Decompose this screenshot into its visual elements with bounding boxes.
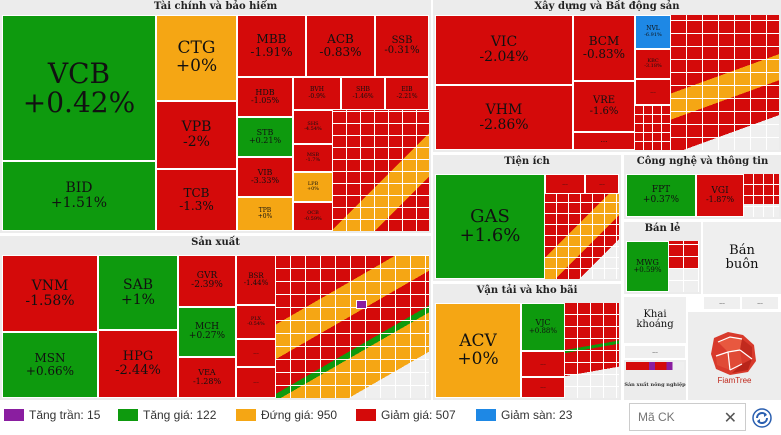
sector-utilities: Tiện ích GAS +1.6% ... ... <box>433 155 621 281</box>
sector-mining[interactable]: Khai khoáng <box>624 297 686 343</box>
small-tiles-transport <box>565 303 619 398</box>
tile-VIC[interactable]: VIC -2.04% <box>435 15 573 85</box>
sector-title: Tài chính và bảo hiểm <box>153 1 278 12</box>
tile-VHM[interactable]: VHM -2.86% <box>435 85 573 150</box>
legend-swatch <box>476 409 496 421</box>
sector-production: Sản xuất VNM -1.58% MSN +0.66% SAB +1% H… <box>0 236 431 400</box>
small-tiles-production <box>276 255 429 398</box>
sector-title: Vận tải và kho bãi <box>476 285 578 296</box>
tile-VIB[interactable]: VIB -3.33% <box>237 157 293 197</box>
tile-MBB[interactable]: MBB -1.91% <box>237 15 306 77</box>
tile-more[interactable]: ... <box>545 174 585 194</box>
tile-SHS[interactable]: SHS -4.54% <box>293 110 333 144</box>
legend-floor: Giảm sàn: 23 <box>476 408 572 422</box>
sector-title: Sản xuất nông nghiệp <box>624 382 686 388</box>
small-tiles-agri <box>626 362 684 370</box>
legend-down: Giảm giá: 507 <box>356 408 456 422</box>
tile-VJC[interactable]: VJC +0.88% <box>521 303 565 351</box>
sector-wholesale[interactable]: Bán buôn <box>703 222 781 294</box>
legend: Tăng trần: 15 Tăng giá: 122 Đứng giá: 95… <box>0 402 620 428</box>
tile-GVR[interactable]: GVR -2.39% <box>178 255 236 307</box>
sector-title: Sản xuất <box>191 237 240 248</box>
tile-VNM[interactable]: VNM -1.58% <box>2 255 98 332</box>
tile-more[interactable]: ... <box>741 296 779 310</box>
tile-TCB[interactable]: TCB -1.3% <box>156 169 237 231</box>
legend-swatch <box>4 409 24 421</box>
legend-swatch <box>236 409 256 421</box>
tile-LPB[interactable]: LPB +0% <box>293 172 333 202</box>
small-tiles-tech <box>744 174 779 217</box>
tile-CTG[interactable]: CTG +0% <box>156 15 237 101</box>
tile-KBC[interactable]: KBC -3.18% <box>635 49 671 79</box>
sector-title: Xây dựng và Bất động sản <box>534 1 680 12</box>
tile-ceiling[interactable] <box>356 300 367 309</box>
tile-BSR[interactable]: BSR -1.44% <box>236 255 276 305</box>
close-icon[interactable]: ✕ <box>723 410 737 427</box>
legend-ceiling: Tăng trần: 15 <box>4 408 100 422</box>
tile-BID[interactable]: BID +1.51% <box>2 161 156 231</box>
tile-more[interactable]: ... <box>236 367 276 398</box>
sector-title: Tiện ích <box>504 156 550 167</box>
tile-GAS[interactable]: GAS +1.6% <box>435 174 545 279</box>
sector-agri: Sản xuất nông nghiệp <box>624 360 686 400</box>
tile-HDB[interactable]: HDB -1.05% <box>237 77 293 117</box>
brand-logo: FiamTree <box>688 312 781 400</box>
tile-PLX[interactable]: PLX -0.54% <box>236 305 276 339</box>
tile-EIB[interactable]: EIB -2.21% <box>385 77 429 110</box>
tile-MSB[interactable]: MSB -1.7% <box>293 144 333 172</box>
tile-SAB[interactable]: SAB +1% <box>98 255 178 330</box>
tile-ACV[interactable]: ACV +0% <box>435 303 521 398</box>
tile-TPB[interactable]: TPB +0% <box>237 197 293 231</box>
tile-MCH[interactable]: MCH +0.27% <box>178 307 236 357</box>
tile-MWG[interactable]: MWG +0.59% <box>626 241 669 292</box>
fiamtree-logo-icon <box>711 332 756 375</box>
tile-SSB[interactable]: SSB -0.31% <box>375 15 429 77</box>
tile-ACB[interactable]: ACB -0.83% <box>306 15 375 77</box>
tile-more[interactable]: ... <box>585 174 619 194</box>
stock-search: ✕ <box>629 403 746 431</box>
legend-up: Tăng giá: 122 <box>118 408 216 422</box>
tile-BVH[interactable]: BVH -0.9% <box>293 77 341 110</box>
tile-more[interactable]: ... <box>236 339 276 367</box>
tile-MSN[interactable]: MSN +0.66% <box>2 332 98 398</box>
sector-construction: Xây dựng và Bất động sản VIC -2.04% VHM … <box>433 0 781 152</box>
sector-title: Bán lẻ <box>644 223 681 234</box>
tile-BCM[interactable]: BCM -0.83% <box>573 15 635 81</box>
sector-title: Công nghệ và thông tin <box>636 156 769 167</box>
small-tiles-construction <box>671 15 779 150</box>
tile-VCB[interactable]: VCB +0.42% <box>2 15 156 161</box>
tile-OCB[interactable]: OCB -0.59% <box>293 202 333 231</box>
search-input[interactable] <box>636 409 720 425</box>
refresh-icon[interactable] <box>752 408 772 428</box>
sector-retail: Bán lẻ MWG +0.59% <box>624 222 701 294</box>
tile-VPB[interactable]: VPB -2% <box>156 101 237 169</box>
tile-more[interactable]: ... <box>703 296 741 310</box>
small-tiles-finance <box>333 110 429 231</box>
small-tiles-construction <box>635 105 671 150</box>
tile-more[interactable]: ... <box>635 79 671 105</box>
legend-flat: Đứng giá: 950 <box>236 408 337 422</box>
tile-NVL[interactable]: NVL -6.91% <box>635 15 671 49</box>
legend-swatch <box>356 409 376 421</box>
tile-HPG[interactable]: HPG -2.44% <box>98 330 178 398</box>
small-tiles-retail <box>669 241 699 292</box>
tile-VGI[interactable]: VGI -1.87% <box>696 174 744 217</box>
legend-swatch <box>118 409 138 421</box>
brand-name: FiamTree <box>717 376 752 385</box>
sector-tech: Công nghệ và thông tin FPT +0.37% VGI -1… <box>624 155 781 219</box>
sector-transport: Vận tải và kho bãi ACV +0% VJC +0.88% ..… <box>433 284 621 400</box>
tile-STB[interactable]: STB +0.21% <box>237 117 293 157</box>
tile-more[interactable]: ... <box>521 351 565 377</box>
small-tiles-utilities <box>545 194 619 279</box>
sector-finance: Tài chính và bảo hiểm VCB +0.42% BID +1.… <box>0 0 431 233</box>
tile-FPT[interactable]: FPT +0.37% <box>626 174 696 217</box>
mining-label: Khai khoáng <box>624 297 686 343</box>
tile-more[interactable]: ... <box>624 345 686 359</box>
tile-SHB[interactable]: SHB -1.46% <box>341 77 385 110</box>
wholesale-label: Bán buôn <box>703 222 781 294</box>
tile-more[interactable]: ... <box>521 377 565 398</box>
tile-VRE[interactable]: VRE -1.6% <box>573 81 635 132</box>
tile-VEA[interactable]: VEA -1.28% <box>178 357 236 398</box>
tile-more[interactable]: ... <box>573 132 635 150</box>
